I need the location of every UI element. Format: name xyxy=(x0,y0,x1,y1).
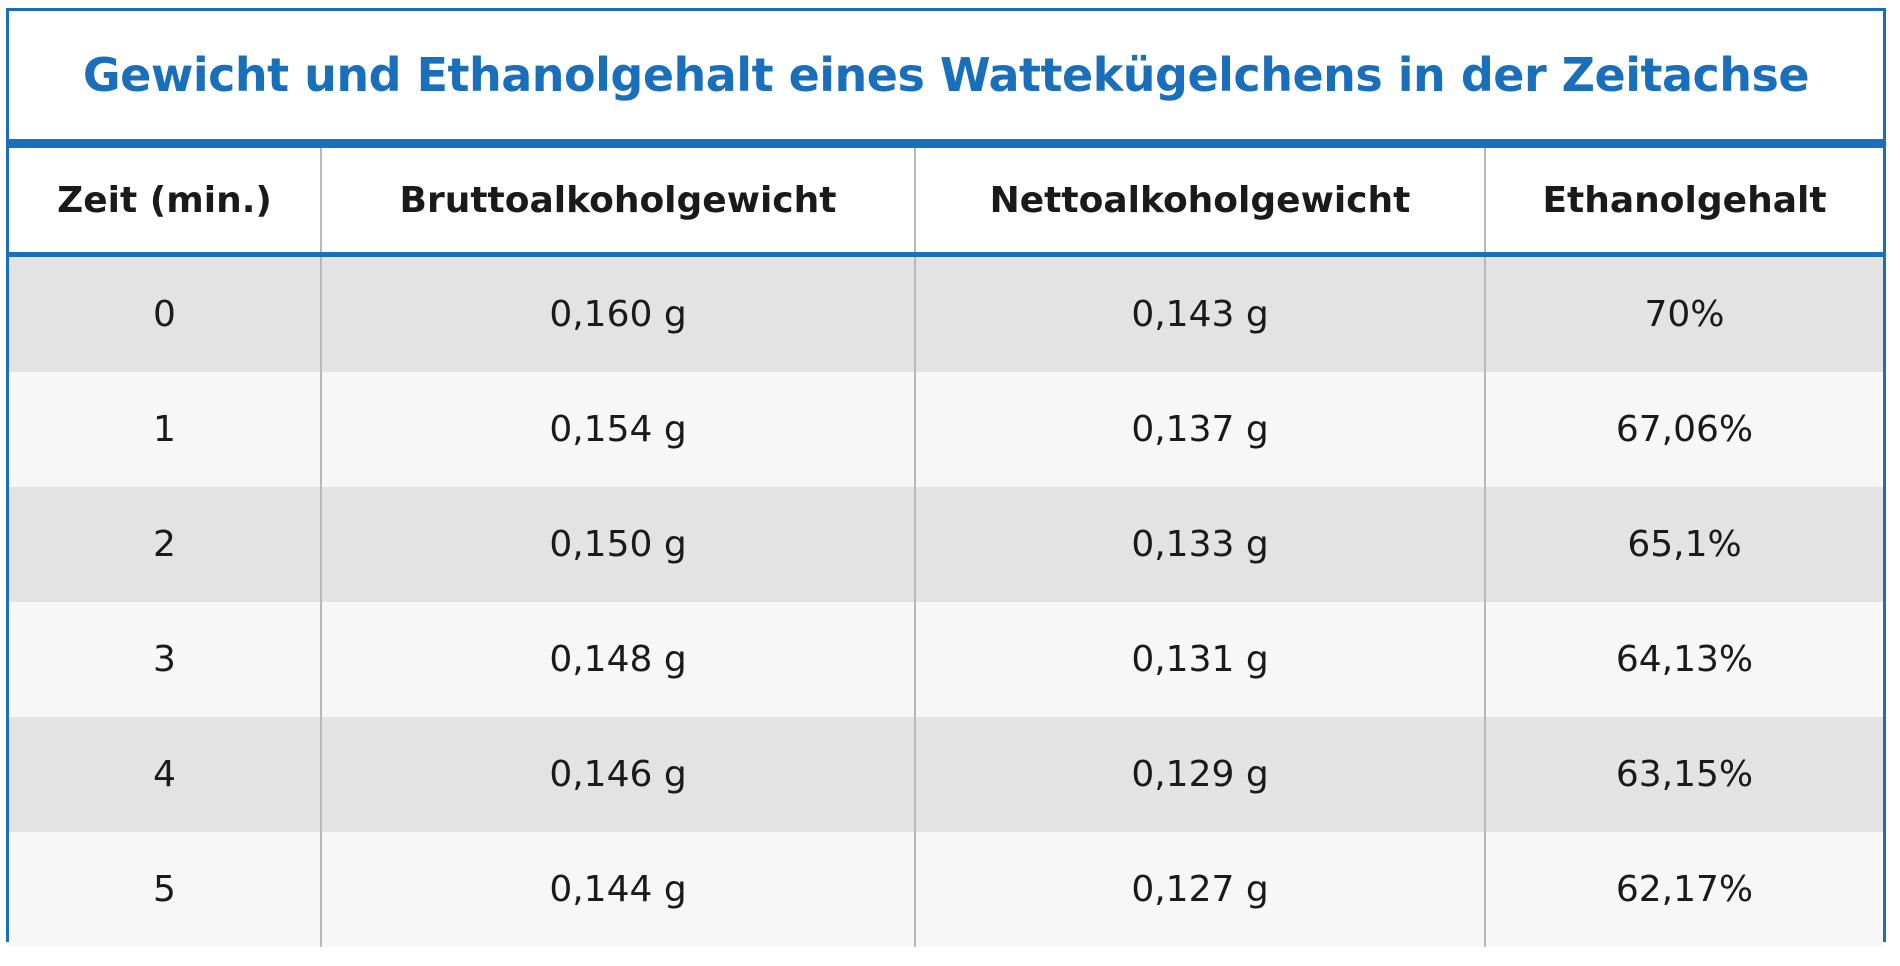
cell-zeit: 2 xyxy=(9,487,321,602)
cell-ethanolgehalt: 62,17% xyxy=(1484,832,1883,947)
cell-bruttoalkoholgewicht: 0,148 g xyxy=(320,602,915,717)
table-row: 5 0,144 g 0,127 g 62,17% xyxy=(9,832,1883,947)
cell-nettoalkoholgewicht: 0,133 g xyxy=(914,487,1485,602)
cell-bruttoalkoholgewicht: 0,144 g xyxy=(320,832,915,947)
table-row: 4 0,146 g 0,129 g 63,15% xyxy=(9,717,1883,832)
table-row: 2 0,150 g 0,133 g 65,1% xyxy=(9,487,1883,602)
cell-ethanolgehalt: 63,15% xyxy=(1484,717,1883,832)
cell-nettoalkoholgewicht: 0,137 g xyxy=(914,372,1485,487)
cell-bruttoalkoholgewicht: 0,150 g xyxy=(320,487,915,602)
cell-ethanolgehalt: 64,13% xyxy=(1484,602,1883,717)
cell-ethanolgehalt: 65,1% xyxy=(1484,487,1883,602)
column-header-ethanolgehalt: Ethanolgehalt xyxy=(1484,148,1883,257)
cell-zeit: 3 xyxy=(9,602,321,717)
cell-ethanolgehalt: 67,06% xyxy=(1484,372,1883,487)
table-row: 1 0,154 g 0,137 g 67,06% xyxy=(9,372,1883,487)
cell-zeit: 0 xyxy=(9,254,321,372)
title-divider xyxy=(9,139,1883,148)
cell-zeit: 1 xyxy=(9,372,321,487)
column-header-zeit: Zeit (min.) xyxy=(9,148,321,257)
data-table: Zeit (min.) Bruttoalkoholgewicht Nettoal… xyxy=(9,148,1883,947)
column-header-bruttoalkoholgewicht: Bruttoalkoholgewicht xyxy=(320,148,915,257)
table-title: Gewicht und Ethanolgehalt eines Watteküg… xyxy=(82,48,1810,102)
cell-nettoalkoholgewicht: 0,127 g xyxy=(914,832,1485,947)
cell-nettoalkoholgewicht: 0,131 g xyxy=(914,602,1485,717)
cell-bruttoalkoholgewicht: 0,146 g xyxy=(320,717,915,832)
table-frame: Gewicht und Ethanolgehalt eines Watteküg… xyxy=(6,8,1886,947)
table-row: 3 0,148 g 0,131 g 64,13% xyxy=(9,602,1883,717)
cell-bruttoalkoholgewicht: 0,160 g xyxy=(320,254,915,372)
cell-zeit: 4 xyxy=(9,717,321,832)
header-row: Zeit (min.) Bruttoalkoholgewicht Nettoal… xyxy=(9,148,1883,257)
cell-bruttoalkoholgewicht: 0,154 g xyxy=(320,372,915,487)
column-header-nettoalkoholgewicht: Nettoalkoholgewicht xyxy=(914,148,1485,257)
cell-ethanolgehalt: 70% xyxy=(1484,254,1883,372)
cell-zeit: 5 xyxy=(9,832,321,947)
cell-nettoalkoholgewicht: 0,129 g xyxy=(914,717,1485,832)
table-row: 0 0,160 g 0,143 g 70% xyxy=(9,254,1883,372)
cell-nettoalkoholgewicht: 0,143 g xyxy=(914,254,1485,372)
